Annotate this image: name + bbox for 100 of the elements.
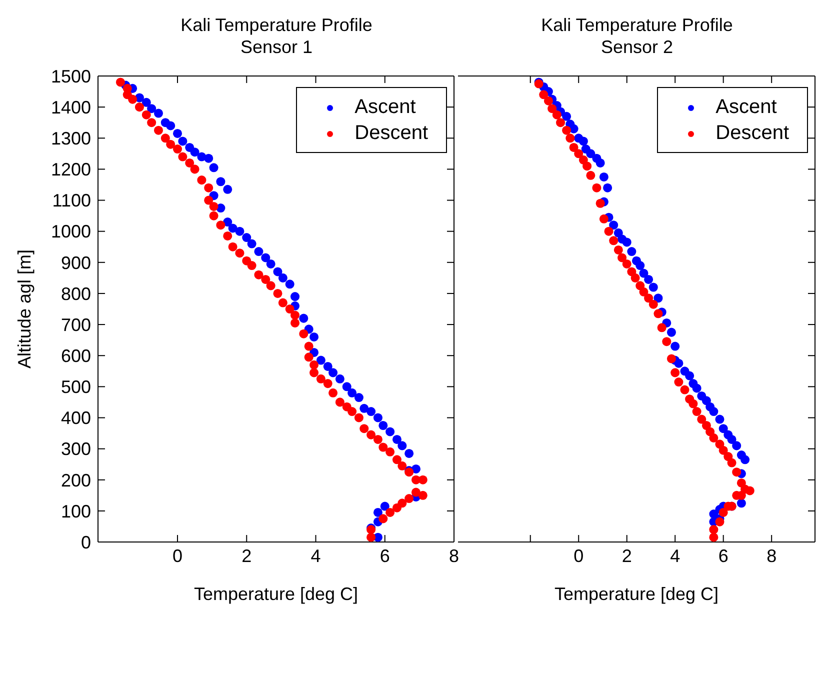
point <box>697 414 706 424</box>
y-tick-label: 500 <box>60 377 91 398</box>
x-tick-label: 8 <box>766 546 777 566</box>
point <box>630 273 640 282</box>
point <box>228 224 238 233</box>
point <box>599 214 608 224</box>
point <box>147 104 156 114</box>
point <box>596 198 605 208</box>
y-tick-label: 0 <box>80 532 91 552</box>
point <box>562 112 572 121</box>
point <box>261 253 270 262</box>
point <box>639 268 648 278</box>
point <box>166 121 176 130</box>
x-axis-title: Temperature [deg C] <box>554 584 719 604</box>
point <box>266 259 276 268</box>
point <box>648 300 658 309</box>
point <box>247 239 256 248</box>
y-tick-label: 400 <box>60 408 91 428</box>
point <box>727 434 736 444</box>
point <box>299 314 308 323</box>
point <box>223 184 232 194</box>
point <box>316 356 326 365</box>
point <box>204 154 214 163</box>
point <box>674 358 684 368</box>
point <box>323 362 332 371</box>
point <box>328 368 338 378</box>
x-tick-label: 6 <box>718 546 728 566</box>
point <box>680 385 690 394</box>
x-tick-label: 0 <box>574 546 584 566</box>
point <box>335 374 344 384</box>
y-tick-label: 800 <box>60 284 91 304</box>
x-tick-label: 6 <box>380 546 390 566</box>
point <box>216 177 226 186</box>
point <box>692 407 702 416</box>
point <box>178 136 188 146</box>
point <box>586 149 596 158</box>
y-tick-label: 1000 <box>50 222 91 242</box>
point <box>603 183 612 192</box>
point <box>373 413 382 422</box>
point <box>666 354 676 364</box>
point <box>392 434 402 444</box>
y-tick-label: 1500 <box>50 66 91 86</box>
y-axis-title: Altitude agl [m] <box>14 249 34 369</box>
x-tick-label: 4 <box>310 546 321 566</box>
point <box>411 464 420 474</box>
point <box>618 253 627 262</box>
x-tick-label: 2 <box>622 546 632 566</box>
point <box>366 407 376 416</box>
point <box>736 498 746 508</box>
point <box>657 323 666 332</box>
y-tick-label: 1400 <box>50 97 91 118</box>
y-tick-label: 200 <box>60 470 91 490</box>
point <box>718 508 728 517</box>
point <box>290 292 300 302</box>
y-tick-label: 900 <box>60 252 91 273</box>
point <box>745 486 754 496</box>
x-tick-label: 2 <box>242 546 252 566</box>
point <box>342 382 352 392</box>
point <box>235 226 244 236</box>
point <box>654 309 663 318</box>
point <box>582 162 592 171</box>
chart-title: Kali Temperature Profile <box>180 14 374 36</box>
point <box>354 393 364 402</box>
point <box>636 261 645 270</box>
point <box>715 517 724 526</box>
point <box>285 280 294 289</box>
x-tick-label: 4 <box>670 546 680 566</box>
point <box>596 158 605 168</box>
chart-subtitle: Sensor 1 <box>239 36 314 58</box>
legend-label: Ascent <box>716 96 777 118</box>
point <box>670 342 680 351</box>
y-tick-label: 1100 <box>52 190 91 211</box>
point <box>622 238 632 247</box>
point <box>670 368 680 378</box>
point <box>639 287 648 296</box>
point <box>574 149 584 158</box>
point <box>569 142 578 152</box>
point <box>688 399 698 408</box>
point <box>614 245 623 254</box>
y-tick-label: 700 <box>60 314 91 335</box>
point <box>599 172 608 182</box>
point <box>278 273 288 282</box>
point <box>578 136 588 146</box>
y-tick-label: 1300 <box>50 128 91 149</box>
point <box>539 90 548 100</box>
legend-label: Ascent <box>354 96 416 118</box>
point <box>648 282 658 292</box>
point <box>732 468 742 477</box>
point <box>692 384 702 393</box>
chart-subtitle: Sensor 2 <box>600 36 674 58</box>
chart-title: Kali Temperature Profile <box>540 14 734 36</box>
point <box>360 404 369 413</box>
y-tick-label: 600 <box>60 346 91 366</box>
point <box>627 247 636 256</box>
point <box>732 441 742 450</box>
point <box>190 148 200 157</box>
y-tick-label: 300 <box>60 439 91 460</box>
point <box>254 247 264 256</box>
point <box>154 108 163 118</box>
point <box>715 414 724 424</box>
